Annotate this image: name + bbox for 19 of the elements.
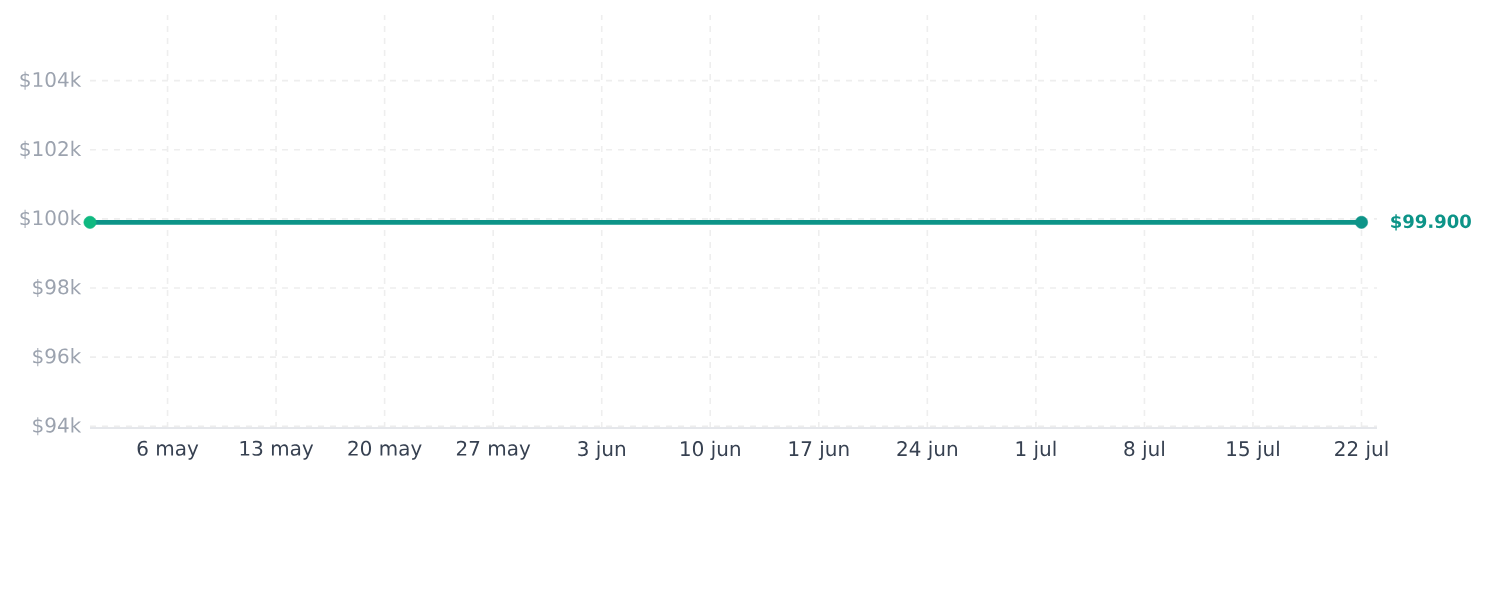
x-tick-label: 1 jul xyxy=(1016,440,1056,461)
data-label: $99.900 xyxy=(1391,214,1471,231)
x-tick-label: 22 jul xyxy=(1335,440,1388,461)
x-tick-label: 8 jul xyxy=(1124,440,1164,461)
x-tick-label: 3 jun xyxy=(578,440,625,461)
y-tick-label: $102k xyxy=(20,140,82,159)
y-tick-label: $96k xyxy=(33,348,82,367)
y-tick-label: $100k xyxy=(20,209,82,228)
x-tick-label: 6 may xyxy=(137,440,199,460)
y-tick-label: $104k xyxy=(20,71,82,90)
x-tick-label: 17 jun xyxy=(789,440,849,461)
y-tick-label: $94k xyxy=(33,417,82,436)
y-tick-label: $98k xyxy=(33,278,82,298)
x-tick-label: 10 jun xyxy=(681,440,740,461)
x-tick-label: 24 jun xyxy=(897,440,957,461)
x-tick-label: 27 may xyxy=(456,440,531,460)
x-tick-label: 20 may xyxy=(348,440,422,460)
x-tick-label: 15 jul xyxy=(1227,440,1279,461)
x-tick-label: 13 may xyxy=(240,440,314,460)
